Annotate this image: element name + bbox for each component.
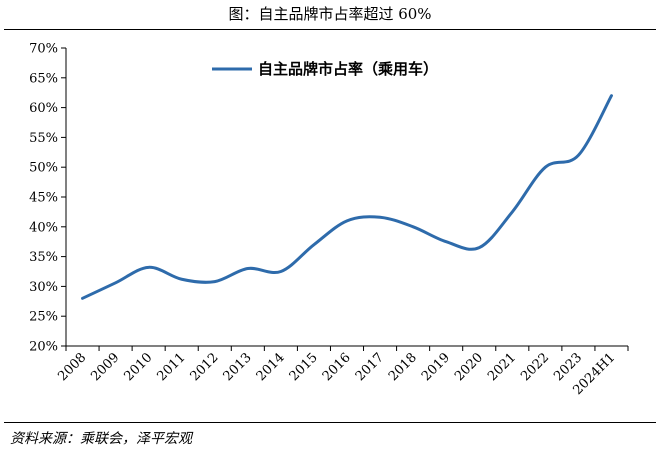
x-tick-label: 2019 bbox=[419, 350, 453, 384]
y-tick-label: 45% bbox=[29, 191, 58, 206]
y-tick-label: 50% bbox=[29, 161, 58, 176]
series-layer bbox=[81, 94, 613, 300]
x-tick-label: 2009 bbox=[88, 350, 122, 384]
x-tick-label: 2021 bbox=[485, 350, 519, 384]
x-tick-label: 2017 bbox=[353, 350, 387, 384]
x-tick-labels: 2008 2009 2010 2011 2012 2013 2014 2015 2016 2017… bbox=[55, 350, 618, 398]
y-tick-label: 30% bbox=[29, 280, 58, 295]
x-tick-label: 2018 bbox=[386, 350, 420, 384]
y-tick-label: 20% bbox=[29, 340, 58, 355]
title-divider bbox=[4, 29, 656, 30]
source-note: 资料来源：乘联会，泽平宏观 bbox=[10, 431, 192, 447]
y-tick-label: 40% bbox=[29, 220, 58, 235]
x-tick-label: 2010 bbox=[121, 350, 155, 384]
y-tick-label: 35% bbox=[29, 250, 58, 265]
x-tick-label: 2022 bbox=[518, 350, 552, 384]
y-tick-label: 60% bbox=[29, 101, 58, 116]
series-line bbox=[81, 94, 613, 300]
x-tick-label: 2016 bbox=[320, 350, 354, 384]
figure-title: 图：自主品牌市占率超过 60% bbox=[228, 5, 432, 23]
x-tick-label: 2014 bbox=[254, 350, 288, 384]
x-tick-label: 2008 bbox=[55, 350, 89, 384]
y-tick-label: 70% bbox=[29, 42, 58, 57]
source-divider bbox=[4, 422, 656, 423]
legend-label: 自主品牌市占率（乘用车） bbox=[258, 60, 438, 78]
x-tick-label: 2011 bbox=[155, 350, 189, 384]
x-tick-label: 2013 bbox=[221, 350, 255, 384]
y-tick-label: 25% bbox=[29, 310, 58, 325]
chart-axes bbox=[61, 47, 629, 351]
y-tick-labels: 20% 25% 30% 35% 40% 45% 50% 55% 60% 65% 70% bbox=[29, 42, 58, 355]
y-tick-label: 65% bbox=[29, 71, 58, 86]
x-tick-label: 2012 bbox=[188, 350, 222, 384]
y-tick-label: 55% bbox=[29, 131, 58, 146]
line-chart: 20%25%30%35%40%45%50%55%60%65%70% 2008 20… bbox=[29, 42, 629, 398]
x-tick-label: 2015 bbox=[287, 350, 321, 384]
chart-legend: 自主品牌市占率（乘用车） bbox=[212, 60, 438, 78]
x-tick-label: 2020 bbox=[452, 350, 486, 384]
